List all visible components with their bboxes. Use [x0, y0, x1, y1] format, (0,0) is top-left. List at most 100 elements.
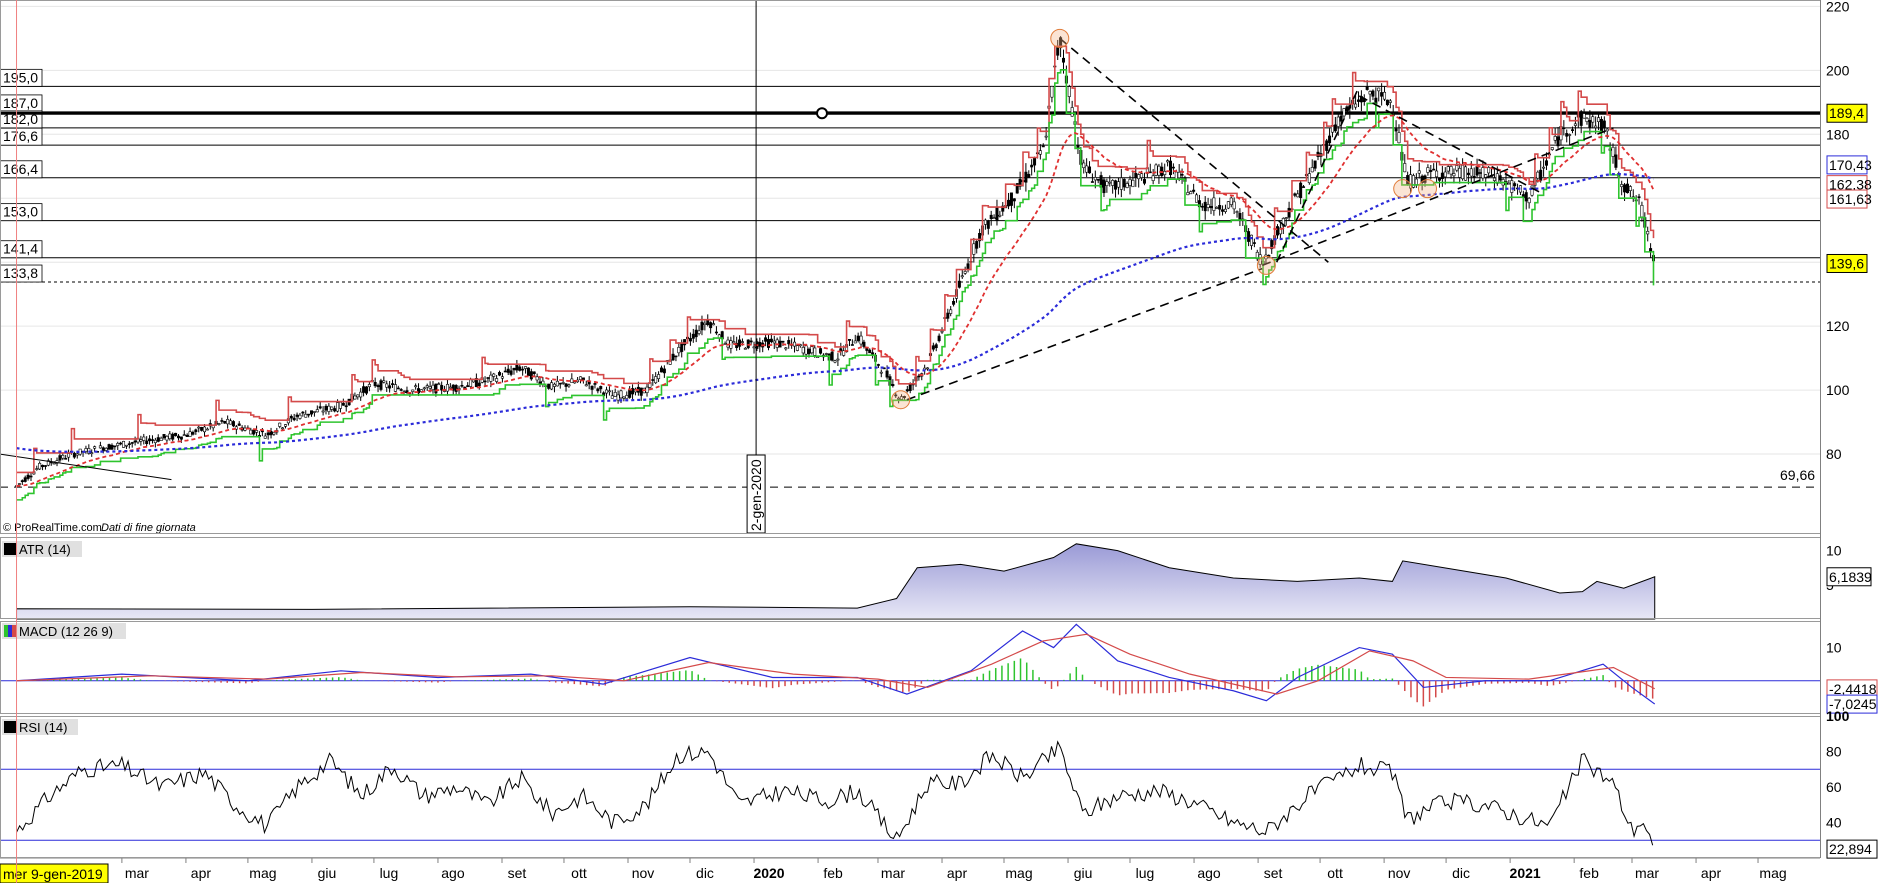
candle-body [1625, 183, 1629, 194]
candle-body [946, 312, 950, 319]
candle-body [237, 423, 241, 426]
x-tick-label: mag [1005, 865, 1032, 881]
trend-line[interactable] [1261, 127, 1614, 267]
candle-body [550, 382, 554, 390]
trend-line[interactable] [0, 453, 172, 481]
series-long-average [16, 172, 1654, 453]
candle-body [1469, 168, 1473, 177]
candle-body [1443, 171, 1447, 178]
candle-body [1495, 173, 1499, 184]
candle-body [746, 339, 750, 349]
candle-body [330, 406, 334, 410]
candle-body [336, 402, 340, 412]
price-tick-label: 80 [1826, 446, 1842, 462]
candle-body [1252, 242, 1256, 244]
candle-body [411, 389, 415, 392]
candle-body [266, 432, 270, 436]
panel-frames [0, 0, 1821, 858]
candle-body [509, 370, 513, 375]
candle-body [749, 340, 753, 343]
level-label: 182,0 [3, 111, 38, 127]
candle-body [1229, 197, 1233, 205]
candle-body [868, 349, 872, 354]
candle-body [1556, 136, 1560, 147]
level-label-box [0, 127, 43, 146]
candle-body [859, 335, 863, 345]
candle-body [879, 371, 883, 374]
candle-body [1076, 145, 1080, 148]
pivot-marker[interactable] [1393, 179, 1413, 199]
candle-body [723, 343, 727, 345]
trend-line[interactable] [1275, 85, 1361, 263]
candle-body [104, 447, 108, 451]
candle-body [659, 367, 663, 373]
candle-body [561, 382, 565, 384]
candle-body [957, 280, 961, 288]
candle-body [373, 381, 377, 387]
time-axis[interactable]: mar apr mag giu lug ago set ott nov dic 2020 feb mar… [0, 857, 1820, 883]
candle-body [989, 214, 993, 219]
candle-body [500, 376, 504, 379]
candle-body [558, 382, 562, 385]
candle-body [1466, 172, 1470, 175]
candle-body [1455, 165, 1459, 171]
pivot-marker[interactable] [891, 390, 911, 410]
rsi-line [16, 740, 1654, 846]
source-label: © ProRealTime.com [3, 522, 102, 534]
candle-body [897, 397, 901, 400]
candle-body [367, 384, 371, 388]
candle-body [639, 387, 643, 396]
series-short-average [16, 114, 1655, 487]
drag-handle[interactable] [816, 107, 828, 120]
candle-body [278, 422, 282, 427]
candle-body [133, 440, 137, 443]
candle-body [1585, 117, 1589, 122]
candle-body [1530, 185, 1534, 196]
series-upper-stop [16, 45, 1655, 474]
candle-body [263, 435, 267, 439]
price-panel[interactable]: 80100120140160180200220195,0187,0182,017… [0, 0, 1872, 534]
candle-body [359, 391, 363, 398]
candle-body [830, 351, 834, 361]
candle-body [1033, 157, 1037, 166]
candle-body [469, 379, 473, 387]
trend-line[interactable] [1059, 37, 1329, 263]
candle-body [29, 475, 33, 478]
candle-body [926, 367, 930, 370]
candle-body [1507, 182, 1511, 185]
pivot-marker[interactable] [1417, 179, 1437, 199]
candle-body [963, 271, 967, 274]
candle-body [740, 341, 744, 343]
candle-body [1177, 171, 1181, 179]
candle-body [966, 263, 970, 270]
candle-body [1611, 146, 1615, 157]
candle-body [738, 339, 742, 347]
x-tick-label: mar [881, 865, 905, 881]
x-tick-label: apr [947, 865, 968, 881]
candle-body [931, 345, 935, 350]
candle-body [1287, 207, 1291, 218]
candle-body [1637, 196, 1641, 198]
candle-body [714, 331, 718, 334]
candle-body [301, 411, 305, 414]
candle-body [1137, 174, 1141, 180]
candle-body [1284, 217, 1288, 219]
candle-body [570, 378, 574, 383]
candle-body [1602, 120, 1606, 129]
trend-line[interactable] [906, 267, 1263, 401]
pivot-marker[interactable] [1050, 28, 1070, 48]
candle-body [526, 367, 530, 377]
candle-body [249, 429, 253, 435]
price-badge-label: 170,43 [1829, 157, 1872, 173]
trend-line[interactable] [1358, 95, 1540, 193]
pivot-marker[interactable] [1256, 255, 1276, 275]
candle-body [1449, 166, 1453, 175]
candle-body [391, 383, 395, 385]
candle-body [107, 444, 111, 450]
candle-body [185, 434, 189, 437]
candle-body [84, 448, 88, 452]
candle-body [1030, 164, 1034, 168]
candle-body [876, 364, 880, 366]
support-label: 69,66 [1780, 467, 1815, 483]
